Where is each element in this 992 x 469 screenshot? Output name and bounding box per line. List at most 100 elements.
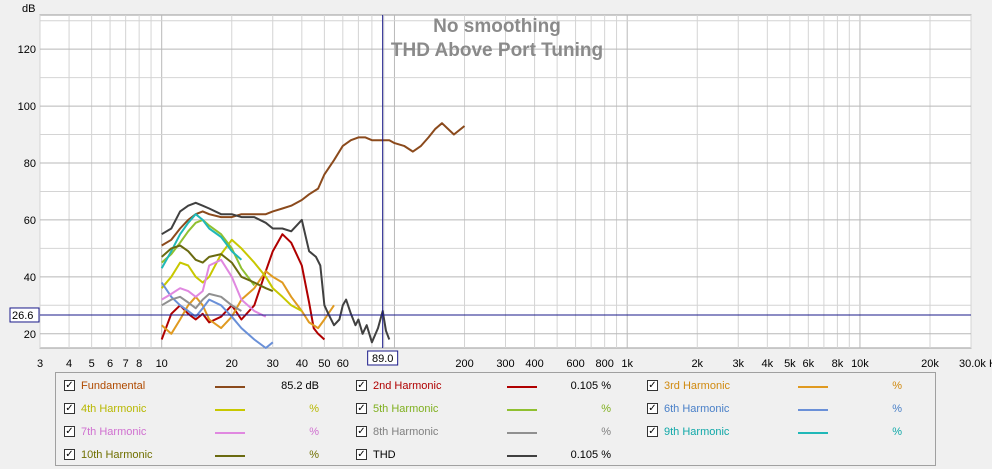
x-tick-label: 800 (595, 358, 613, 370)
legend: ✓ Fundamental 85.2 dB ✓ 2nd Harmonic 0.105 % ✓… (55, 372, 936, 466)
chart-title: No smoothing (433, 16, 561, 37)
x-tick-label: 50 (318, 358, 330, 370)
legend-checkbox[interactable]: ✓ (64, 380, 75, 391)
x-tick-label: 30 (267, 358, 279, 370)
legend-checkbox[interactable]: ✓ (356, 380, 367, 391)
x-tick-label: 300 (496, 358, 514, 370)
cursor-x-readout: 89.0 (372, 353, 393, 365)
legend-item-4th-harmonic[interactable]: ✓ 4th Harmonic% (64, 401, 334, 419)
legend-value: 85.2 dB (281, 380, 319, 392)
legend-value: % (892, 426, 902, 438)
legend-label: 2nd Harmonic (373, 380, 442, 392)
legend-line-swatch (215, 455, 245, 457)
legend-line-swatch (215, 409, 245, 411)
cursor-x-readout-box (367, 350, 399, 366)
legend-label: THD (373, 449, 396, 461)
y-tick-label: 100 (18, 101, 36, 113)
y-axis-label: dB (22, 3, 35, 15)
cursor-y-readout-box (9, 307, 40, 323)
legend-checkbox[interactable]: ✓ (647, 426, 658, 437)
y-tick-label: 60 (24, 215, 36, 227)
x-tick-label: 10 (156, 358, 168, 370)
x-tick-label: 600 (566, 358, 584, 370)
legend-value: % (892, 380, 902, 392)
x-tick-label: 10k (851, 358, 869, 370)
legend-line-swatch (507, 409, 537, 411)
legend-line-swatch (798, 409, 828, 411)
series-line-4th-harmonic (160, 238, 303, 312)
series-group (160, 122, 466, 349)
legend-label: 5th Harmonic (373, 403, 439, 415)
chart-subtitle: THD Above Port Tuning (391, 40, 603, 61)
y-tick-label: 20 (24, 329, 36, 341)
legend-checkbox[interactable]: ✓ (64, 403, 75, 414)
legend-item-fundamental[interactable]: ✓ Fundamental 85.2 dB (64, 378, 334, 396)
y-tick-label: 80 (24, 158, 36, 170)
legend-checkbox[interactable]: ✓ (647, 380, 658, 391)
legend-value: % (309, 449, 319, 461)
series-line-8th-harmonic (161, 292, 242, 312)
legend-label: 3rd Harmonic (664, 380, 731, 392)
x-tick-label: 30.0k Hz (959, 358, 992, 370)
legend-item-10th-harmonic[interactable]: ✓ 10th Harmonic% (64, 447, 334, 465)
series-line-9th-harmonic (160, 213, 243, 269)
legend-value: 0.105 % (570, 380, 611, 392)
x-tick-label: 20k (921, 358, 939, 370)
x-tick-label: 2k (691, 358, 703, 370)
legend-item-thd[interactable]: ✓ THD 0.105 % (356, 447, 626, 465)
legend-label: 9th Harmonic (664, 426, 730, 438)
legend-line-swatch (507, 386, 537, 388)
legend-label: 4th Harmonic (81, 403, 147, 415)
legend-item-7th-harmonic[interactable]: ✓ 7th Harmonic% (64, 424, 334, 442)
x-tick-label: 3 (37, 358, 43, 370)
x-tick-label: 8k (832, 358, 844, 370)
legend-item-3rd-harmonic[interactable]: ✓ 3rd Harmonic% (647, 378, 917, 396)
legend-checkbox[interactable]: ✓ (356, 449, 367, 460)
legend-value: % (892, 403, 902, 415)
x-tick-label: 4k (762, 358, 774, 370)
legend-checkbox[interactable]: ✓ (356, 403, 367, 414)
x-tick-label: 6k (803, 358, 815, 370)
legend-value: % (309, 426, 319, 438)
x-tick-label: 8 (136, 358, 142, 370)
legend-label: 8th Harmonic (373, 426, 439, 438)
legend-checkbox[interactable]: ✓ (647, 403, 658, 414)
cursor-y-readout: 26.6 (12, 310, 33, 322)
legend-label: 6th Harmonic (664, 403, 730, 415)
x-tick-label: 4 (66, 358, 72, 370)
x-tick-label: 7 (123, 358, 129, 370)
x-tick-label: 5k (784, 358, 796, 370)
legend-label: 10th Harmonic (81, 449, 153, 461)
legend-checkbox[interactable]: ✓ (356, 426, 367, 437)
y-tick-label: 40 (24, 272, 36, 284)
legend-line-swatch (507, 455, 537, 457)
legend-item-6th-harmonic[interactable]: ✓ 6th Harmonic% (647, 401, 917, 419)
legend-label: Fundamental (81, 380, 146, 392)
spl-chart[interactable]: 26.6 89.0 120 100 80 60 40 20 3 4 5 6 7 8 10 20 30 40 50 6… (0, 0, 992, 372)
x-tick-label: 1k (621, 358, 633, 370)
legend-line-swatch (215, 432, 245, 434)
legend-line-swatch (798, 432, 828, 434)
legend-line-swatch (215, 386, 245, 388)
legend-checkbox[interactable]: ✓ (64, 449, 75, 460)
legend-item-8th-harmonic[interactable]: ✓ 8th Harmonic% (356, 424, 626, 442)
legend-value: % (601, 403, 611, 415)
legend-value: % (309, 403, 319, 415)
legend-value: % (601, 426, 611, 438)
legend-checkbox[interactable]: ✓ (64, 426, 75, 437)
x-tick-label: 400 (525, 358, 543, 370)
legend-line-swatch (507, 432, 537, 434)
series-line-6th-harmonic (160, 281, 274, 349)
series-line-7th-harmonic (161, 258, 267, 318)
x-tick-label: 3k (732, 358, 744, 370)
legend-line-swatch (798, 386, 828, 388)
legend-item-2nd-harmonic[interactable]: ✓ 2nd Harmonic 0.105 % (356, 378, 626, 396)
x-tick-label: 6 (107, 358, 113, 370)
legend-item-5th-harmonic[interactable]: ✓ 5th Harmonic% (356, 401, 626, 419)
x-tick-label: 5 (89, 358, 95, 370)
series-line-10th-harmonic (161, 244, 274, 293)
legend-value: 0.105 % (570, 449, 611, 461)
x-tick-label: 40 (296, 358, 308, 370)
y-tick-label: 120 (18, 44, 36, 56)
legend-item-9th-harmonic[interactable]: ✓ 9th Harmonic% (647, 424, 917, 442)
